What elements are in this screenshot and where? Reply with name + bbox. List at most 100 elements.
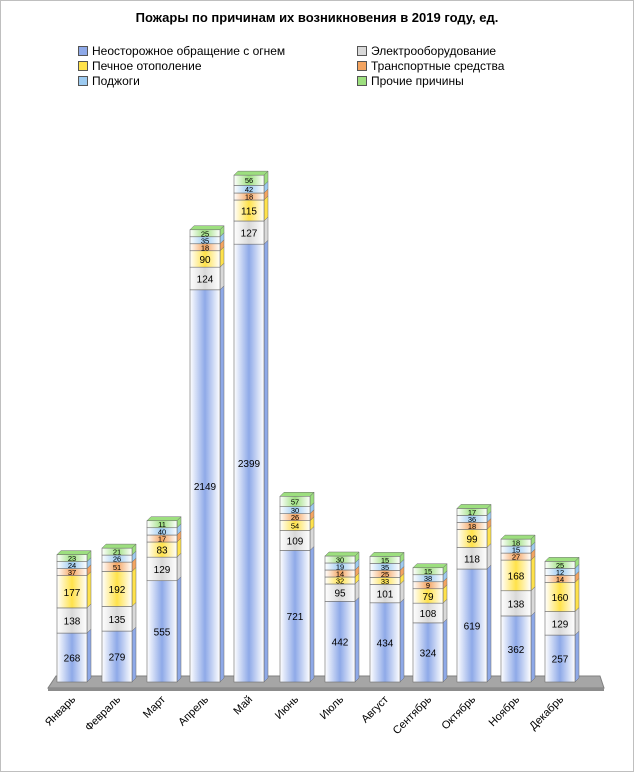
bar-top bbox=[56, 550, 92, 555]
data-label: 138 bbox=[64, 616, 81, 627]
data-label: 14 bbox=[336, 569, 344, 578]
chart-title: Пожары по причинам их возникновения в 20… bbox=[135, 10, 499, 25]
legend-label: Печное отополение bbox=[92, 59, 202, 73]
data-label: 33 bbox=[381, 577, 389, 586]
legend-swatch bbox=[78, 46, 88, 56]
data-label: 109 bbox=[287, 536, 304, 547]
data-label: 15 bbox=[424, 567, 432, 576]
bar-segment bbox=[56, 607, 88, 634]
bar-side bbox=[486, 542, 492, 570]
bar-side bbox=[263, 239, 269, 683]
data-label: 27 bbox=[512, 553, 520, 562]
bar-side bbox=[574, 630, 580, 683]
bar-side bbox=[309, 545, 315, 683]
bar-side bbox=[219, 262, 225, 291]
bar-segment bbox=[456, 568, 488, 683]
legend-swatch bbox=[357, 61, 367, 71]
bar-side bbox=[86, 628, 92, 683]
data-label: 12 bbox=[556, 568, 564, 577]
bar-side bbox=[263, 216, 269, 245]
bar-side bbox=[219, 285, 225, 683]
legend-item-stove-heating: Печное отополение bbox=[78, 59, 202, 73]
legend: Неосторожное обращение с огнем Электрооб… bbox=[0, 42, 634, 90]
data-label: 38 bbox=[424, 574, 432, 583]
bar-segment bbox=[146, 580, 178, 683]
bar-segment bbox=[544, 634, 576, 683]
legend-item-careless-fire: Неосторожное обращение с огнем bbox=[78, 44, 285, 58]
bar-side bbox=[86, 603, 92, 634]
bar-side bbox=[530, 611, 536, 683]
x-tick-label: Ноябрь bbox=[487, 693, 523, 729]
bar-side bbox=[131, 626, 137, 683]
data-label: 18 bbox=[512, 539, 520, 548]
data-label: 619 bbox=[464, 622, 481, 633]
data-label: 177 bbox=[64, 588, 81, 599]
bar-side bbox=[131, 601, 137, 632]
data-label: 15 bbox=[381, 556, 389, 565]
bar-segment bbox=[56, 575, 88, 609]
data-label: 18 bbox=[245, 193, 253, 202]
data-label: 135 bbox=[109, 615, 126, 626]
x-tick-label: Март bbox=[141, 694, 168, 721]
data-label: 25 bbox=[556, 561, 564, 570]
data-label: 40 bbox=[158, 527, 166, 536]
legend-swatch bbox=[78, 76, 88, 86]
data-label: 83 bbox=[156, 546, 168, 557]
data-label: 18 bbox=[468, 522, 476, 531]
bar-segment bbox=[500, 590, 532, 617]
bar-top bbox=[369, 552, 405, 557]
data-label: 57 bbox=[291, 497, 299, 506]
data-label: 95 bbox=[334, 589, 346, 600]
legend-label: Прочие причины bbox=[371, 74, 464, 88]
x-tick-label: Сентябрь bbox=[391, 693, 435, 737]
data-label: 14 bbox=[556, 575, 564, 584]
data-label: 90 bbox=[199, 255, 211, 266]
x-tick-label: Январь bbox=[43, 693, 78, 728]
x-tick-label: Декабрь bbox=[527, 693, 566, 732]
data-label: 129 bbox=[154, 565, 171, 576]
data-label: 279 bbox=[109, 653, 126, 664]
bar-top bbox=[500, 534, 536, 540]
data-label: 17 bbox=[468, 508, 476, 517]
bar-segment bbox=[324, 601, 356, 683]
x-tick-label: Октябрь bbox=[439, 693, 478, 732]
legend-item-other: Прочие причины bbox=[357, 74, 464, 88]
data-label: 434 bbox=[377, 638, 394, 649]
data-label: 11 bbox=[158, 520, 166, 529]
bar-side bbox=[442, 618, 448, 683]
data-label: 108 bbox=[420, 609, 437, 620]
bar-side bbox=[530, 586, 536, 617]
data-label: 56 bbox=[245, 176, 253, 185]
bar-segment bbox=[101, 571, 133, 607]
data-label: 115 bbox=[241, 207, 257, 218]
data-label: 36 bbox=[468, 515, 476, 524]
x-tick-label: Май bbox=[231, 694, 255, 718]
data-label: 18 bbox=[201, 243, 209, 252]
bar-side bbox=[176, 576, 182, 683]
x-tick-label: Июнь bbox=[273, 693, 301, 721]
data-label: 26 bbox=[291, 513, 299, 522]
data-label: 268 bbox=[64, 654, 81, 665]
bar-segment bbox=[369, 602, 401, 683]
bar-top bbox=[324, 551, 360, 557]
data-label: 127 bbox=[241, 229, 258, 240]
bar-side bbox=[131, 566, 137, 608]
bar-side bbox=[574, 606, 580, 636]
data-label: 9 bbox=[426, 581, 430, 590]
data-label: 555 bbox=[154, 627, 171, 638]
bar-segment bbox=[101, 630, 133, 683]
bar-top bbox=[146, 516, 182, 521]
bar-segment bbox=[56, 632, 88, 683]
data-label: 101 bbox=[377, 590, 394, 601]
legend-swatch bbox=[78, 61, 88, 71]
data-label: 138 bbox=[508, 599, 525, 610]
x-tick-label: Апрель bbox=[176, 693, 211, 728]
legend-label: Поджоги bbox=[92, 74, 140, 88]
legend-item-vehicles: Транспортные средства bbox=[357, 59, 504, 73]
data-label: 160 bbox=[552, 593, 569, 604]
data-label: 35 bbox=[381, 563, 389, 572]
data-label: 24 bbox=[68, 561, 76, 570]
data-label: 442 bbox=[332, 638, 349, 649]
data-label: 15 bbox=[512, 546, 520, 555]
legend-item-arson: Поджоги bbox=[78, 74, 140, 88]
